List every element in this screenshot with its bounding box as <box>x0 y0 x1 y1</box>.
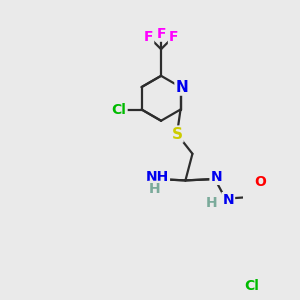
Text: S: S <box>172 127 182 142</box>
Text: O: O <box>255 175 266 189</box>
Text: H: H <box>206 196 217 210</box>
Text: Cl: Cl <box>245 279 260 293</box>
Text: F: F <box>156 27 166 41</box>
Text: N: N <box>176 80 188 94</box>
Text: N: N <box>222 193 234 207</box>
Text: N: N <box>211 170 222 184</box>
Text: H: H <box>149 182 161 196</box>
Text: Cl: Cl <box>112 103 127 116</box>
Text: F: F <box>169 29 178 44</box>
Text: NH: NH <box>146 170 169 184</box>
Text: F: F <box>144 29 153 44</box>
